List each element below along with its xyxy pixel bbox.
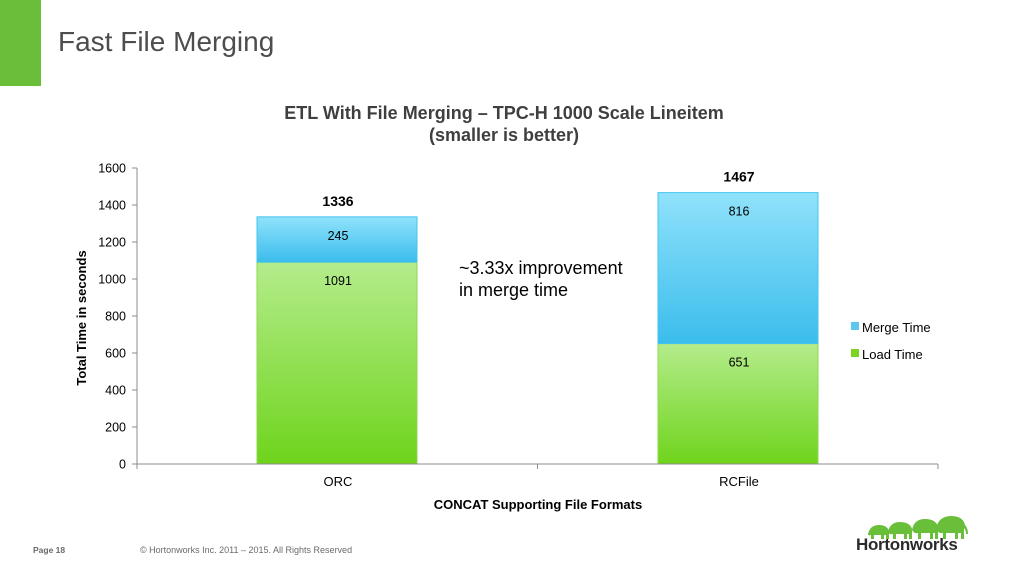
legend-swatch-load-time [851, 349, 859, 357]
bar-load-time-orc [256, 261, 418, 465]
legend-swatch-merge-time [851, 322, 859, 330]
slide-title: Fast File Merging [58, 26, 275, 57]
data-label-merge-time: 816 [729, 205, 750, 219]
legend-label: Merge Time [862, 320, 931, 335]
chart-title: ETL With File Merging – TPC-H 1000 Scale… [284, 103, 724, 123]
y-tick-label: 0 [119, 458, 126, 472]
y-tick-label: 1600 [98, 162, 126, 176]
page-number: Page 18 [33, 545, 66, 555]
data-label-load-time: 1091 [324, 274, 352, 288]
y-tick-label: 600 [105, 347, 126, 361]
copyright-notice: © Hortonworks Inc. 2011 – 2015. All Righ… [140, 545, 353, 555]
data-label-merge-time: 245 [328, 229, 349, 243]
elephant-logo-icon [868, 516, 968, 539]
x-tick-label: ORC [324, 474, 353, 489]
y-tick-label: 1200 [98, 236, 126, 250]
legend-label: Load Time [862, 347, 923, 362]
x-axis-label: CONCAT Supporting File Formats [434, 497, 642, 512]
y-tick-label: 400 [105, 384, 126, 398]
annotation-line-1: ~3.33x improvement [459, 258, 623, 278]
bar-merge-time-rcfile [657, 192, 819, 345]
chart-subtitle: (smaller is better) [429, 125, 579, 145]
total-label: 1467 [723, 169, 754, 185]
title-accent-bar [0, 0, 41, 86]
y-axis-label: Total Time in seconds [74, 250, 89, 385]
annotation-line-2: in merge time [459, 280, 568, 300]
y-tick-label: 1400 [98, 199, 126, 213]
logo-wordmark: Hortonworks [856, 535, 958, 554]
x-tick-label: RCFile [719, 474, 759, 489]
data-label-load-time: 651 [729, 356, 750, 370]
y-tick-label: 200 [105, 421, 126, 435]
y-tick-label: 800 [105, 310, 126, 324]
y-tick-label: 1000 [98, 273, 126, 287]
total-label: 1336 [322, 193, 353, 209]
bar-merge-time-orc [256, 216, 418, 263]
